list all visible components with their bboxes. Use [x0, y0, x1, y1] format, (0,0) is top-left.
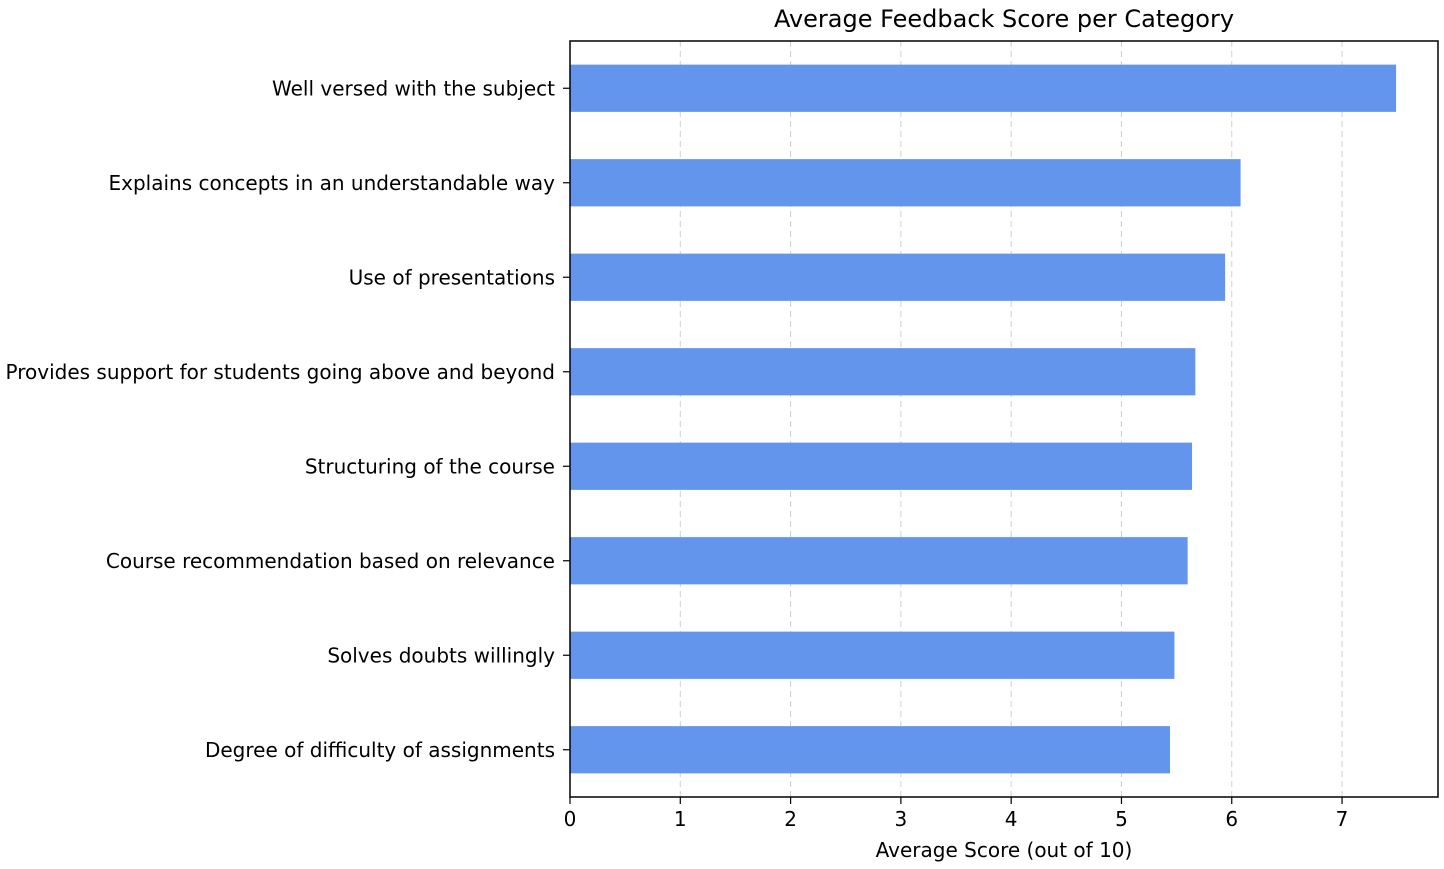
bar — [570, 631, 1175, 679]
x-tick-label: 5 — [1115, 807, 1128, 831]
bar — [570, 537, 1188, 585]
bar — [570, 348, 1196, 396]
x-tick-label: 4 — [1005, 807, 1018, 831]
bar — [570, 442, 1193, 490]
ticks-layer: 0 1 2 3 4 5 6 7 Well versed with the subject Expl… — [6, 76, 1349, 831]
y-tick-label: Degree of difficulty of assignments — [205, 738, 555, 762]
y-tick-label: Well versed with the subject — [272, 76, 555, 100]
bar — [570, 64, 1397, 112]
y-tick-label: Solves doubts willingly — [327, 643, 555, 667]
y-tick-label: Course recommendation based on relevance — [106, 549, 555, 573]
y-tick-label: Explains concepts in an understandable w… — [109, 171, 556, 195]
bars-layer — [570, 64, 1397, 774]
x-tick-label: 1 — [674, 807, 687, 831]
bar — [570, 159, 1241, 207]
x-tick-label: 3 — [895, 807, 908, 831]
plot-frame — [569, 40, 1439, 798]
grid-layer — [679, 41, 1343, 797]
x-tick-label: 2 — [784, 807, 797, 831]
y-tick-label: Structuring of the course — [305, 454, 555, 478]
bar — [570, 253, 1226, 301]
bar — [570, 726, 1170, 774]
x-tick-label: 7 — [1336, 807, 1349, 831]
y-tick-label: Provides support for students going abov… — [6, 360, 555, 384]
y-tick-label: Use of presentations — [349, 265, 555, 289]
chart-title: Average Feedback Score per Category — [774, 5, 1234, 33]
x-tick-label: 6 — [1225, 807, 1238, 831]
x-axis-label: Average Score (out of 10) — [876, 838, 1133, 862]
x-tick-label: 0 — [564, 807, 577, 831]
